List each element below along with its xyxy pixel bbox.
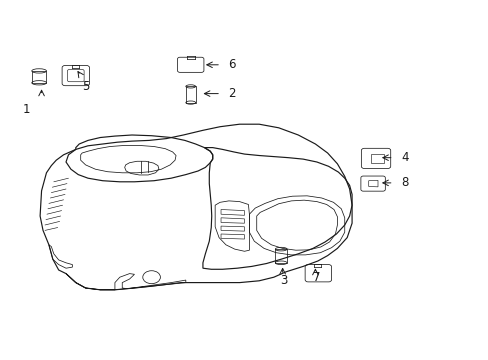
Text: 8: 8 <box>400 176 408 189</box>
Text: 5: 5 <box>81 80 89 93</box>
Text: 6: 6 <box>228 58 236 71</box>
Text: 4: 4 <box>400 151 408 164</box>
Text: 1: 1 <box>23 103 31 116</box>
Text: 3: 3 <box>279 274 287 287</box>
Text: 7: 7 <box>312 271 320 284</box>
Text: 2: 2 <box>228 87 236 100</box>
